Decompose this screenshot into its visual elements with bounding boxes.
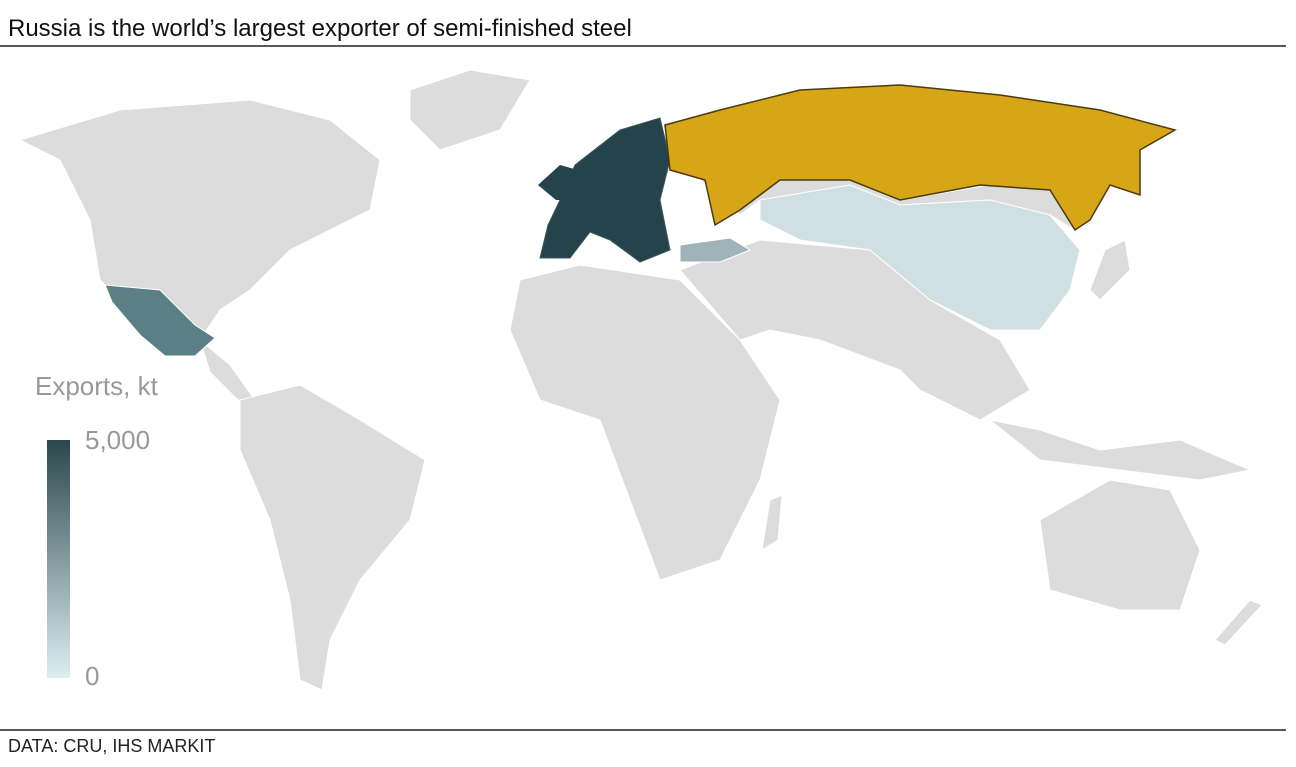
legend-title: Exports, kt <box>35 371 159 401</box>
australia <box>1039 479 1201 611</box>
title: Russia is the world’s largest exporter o… <box>8 15 632 42</box>
japan <box>1089 239 1131 301</box>
north-america <box>18 99 381 351</box>
greenland <box>409 69 531 151</box>
europe <box>539 117 671 263</box>
source: DATA: CRU, IHS MARKIT <box>8 736 215 756</box>
color-scale <box>47 440 70 678</box>
new-zealand <box>1214 599 1263 646</box>
south-america <box>239 384 426 691</box>
southeast-asia <box>989 419 1252 481</box>
africa <box>509 264 781 581</box>
british-isles <box>538 165 580 200</box>
world-map <box>18 69 1263 691</box>
central-america <box>199 338 256 403</box>
turkey <box>679 237 752 263</box>
china <box>759 184 1081 331</box>
mexico <box>104 284 216 357</box>
legend: Exports, kt <box>35 371 159 678</box>
madagascar <box>761 494 783 552</box>
russia <box>664 84 1177 232</box>
legend-tick-label: 5,000 <box>85 425 150 455</box>
legend-tick-label: 0 <box>85 661 99 691</box>
